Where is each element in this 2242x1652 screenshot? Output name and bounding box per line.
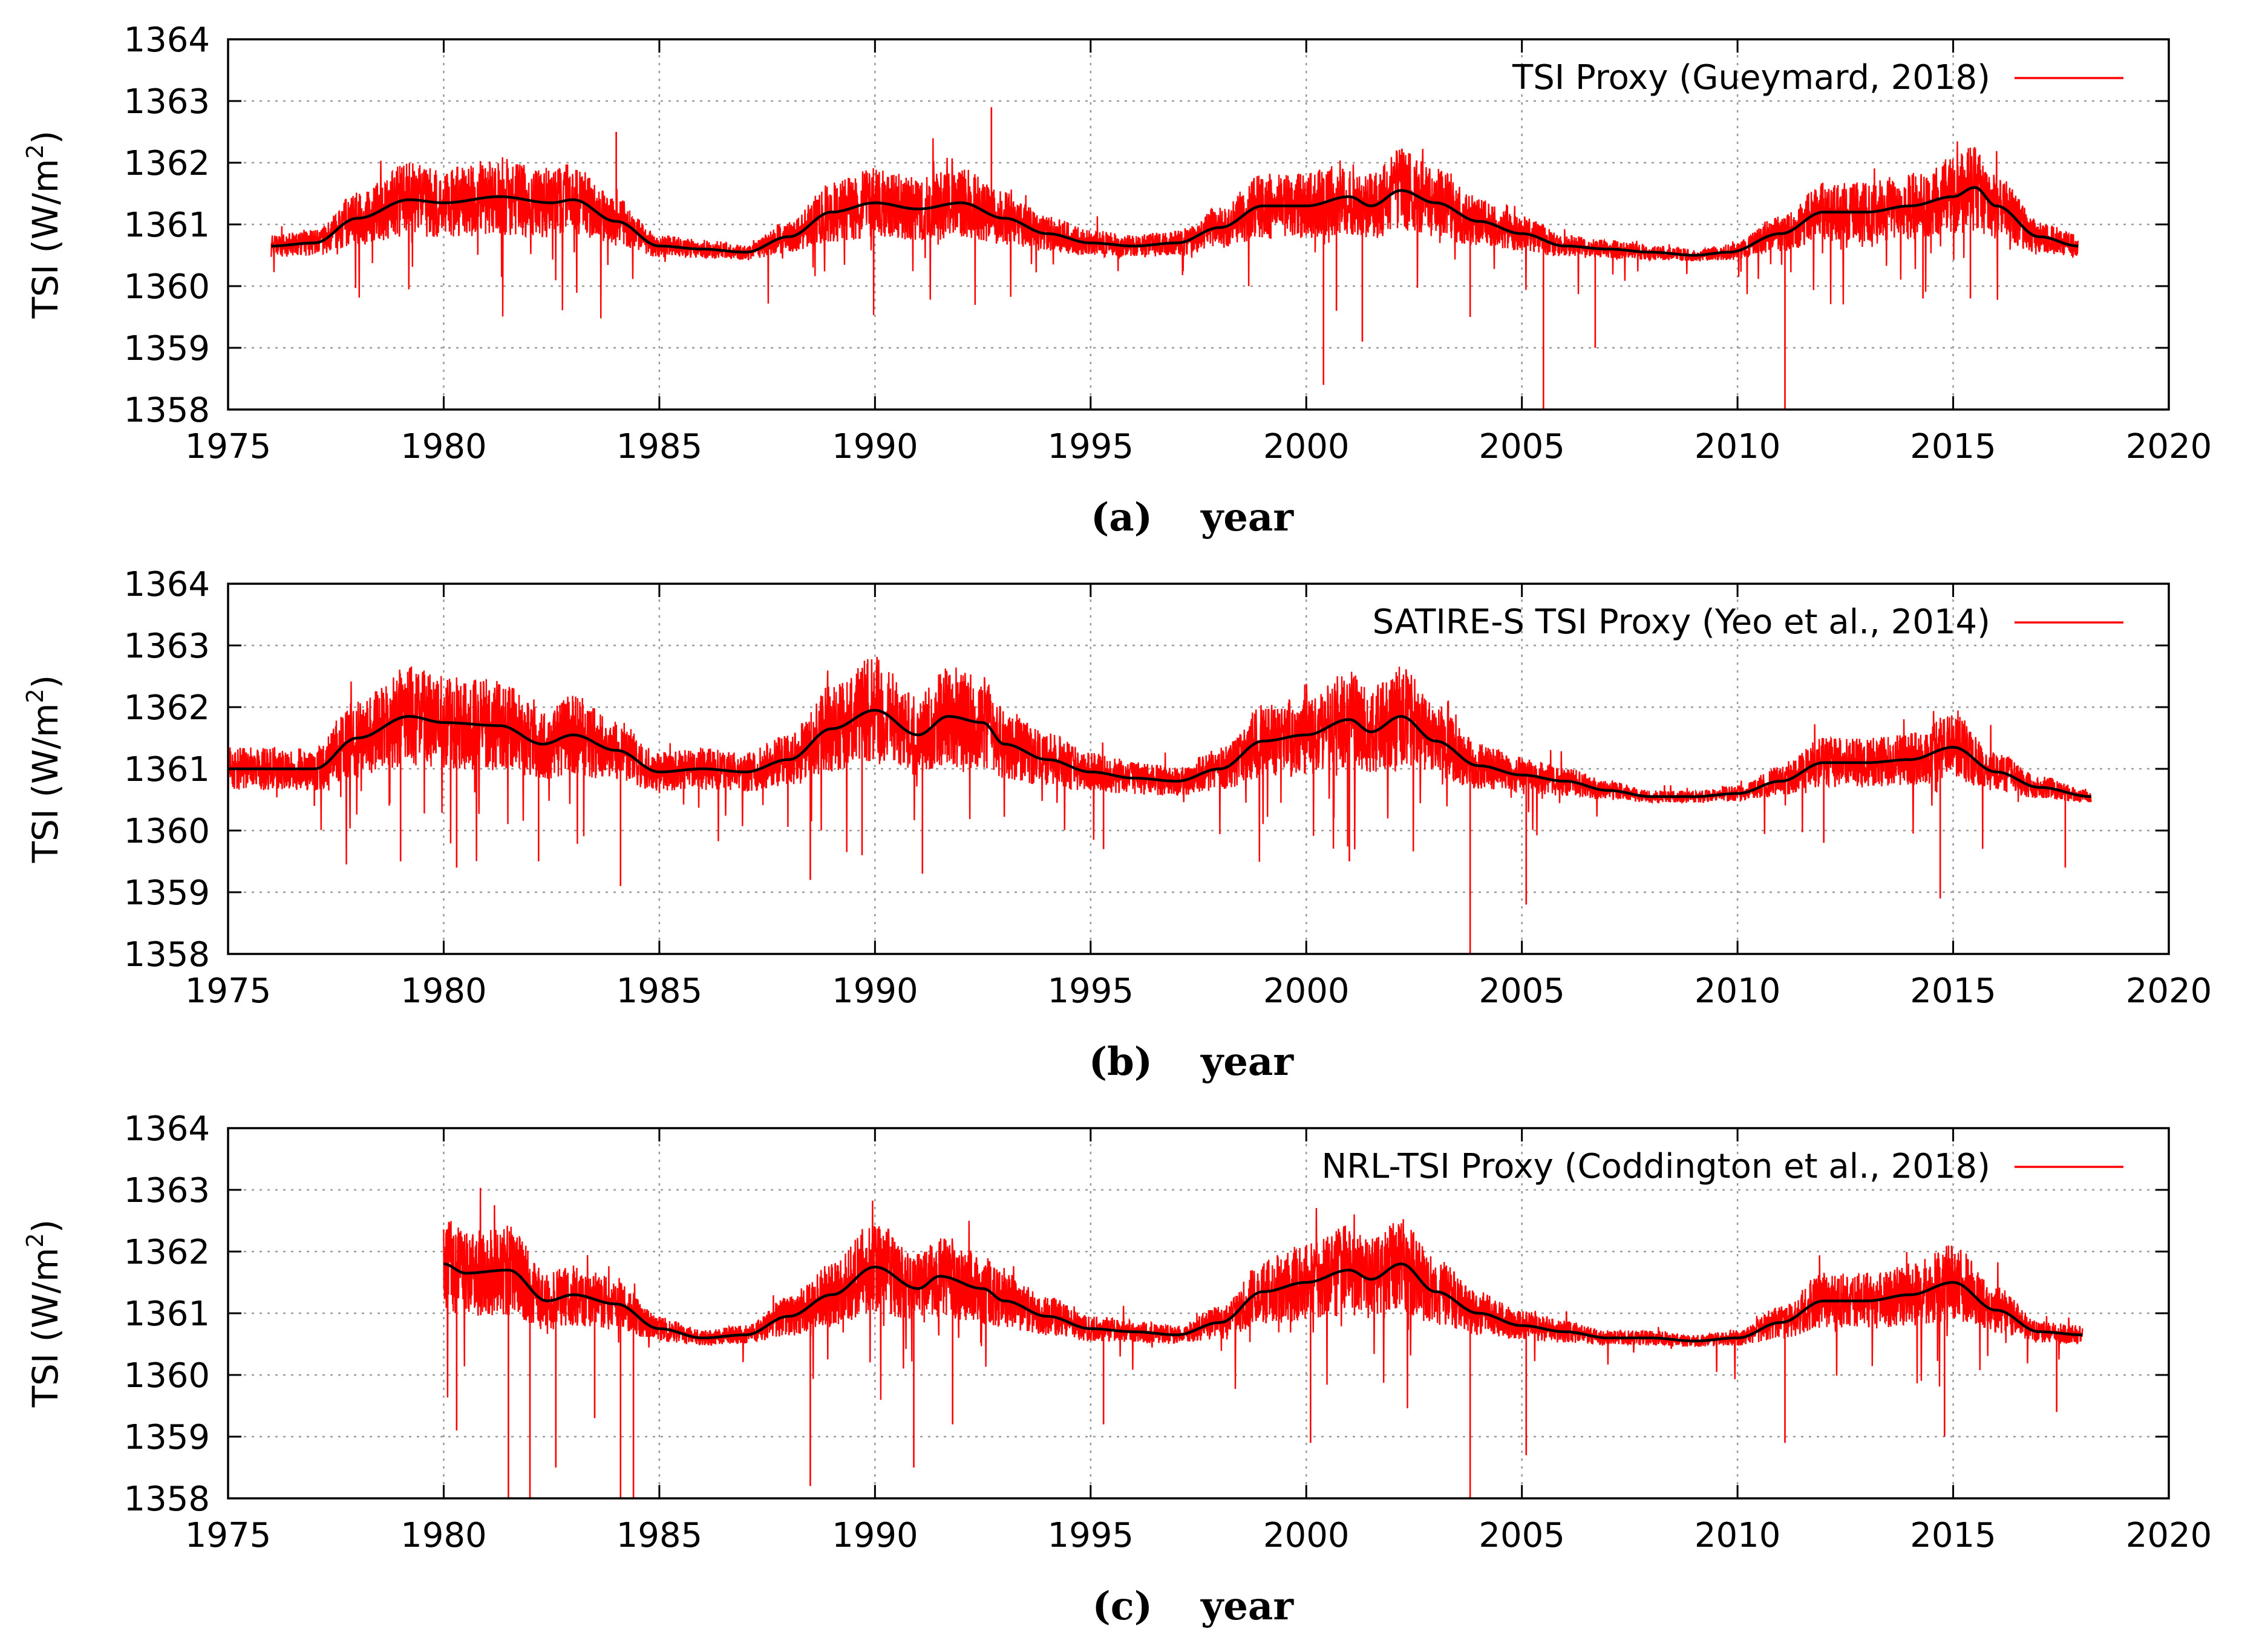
panel-label: (c) [1092,1584,1152,1629]
y-axis-title: TSI (W/m2) [22,675,66,864]
x-tick-label: 1985 [616,971,703,1011]
x-tick-label: 1985 [616,427,703,466]
y-tick-label: 1362 [123,1233,210,1272]
panel-2: 1975 1980 1985 1990 1995 2000 2005 2010 2015 2020… [22,1109,2212,1629]
x-tick-label: 2010 [1695,971,1781,1011]
x-axis-title: year [1200,1039,1294,1085]
y-tick-label: 1363 [123,82,210,122]
panel-label: (b) [1089,1039,1152,1085]
x-tick-label: 1985 [616,1516,703,1555]
series-daily-proxy [443,1187,2083,1409]
x-axis-title: year [1200,1584,1294,1629]
y-axis-title: TSI (W/m2) [22,1219,66,1408]
x-tick-label: 2005 [1479,971,1565,1011]
series-daily-proxy [270,138,2079,319]
y-tick-label: 1359 [123,329,210,368]
y-tick-label: 1363 [123,627,210,666]
x-tick-label: 2010 [1695,427,1781,466]
y-tick-label: 1358 [123,391,210,430]
y-tick-label: 1362 [123,144,210,183]
panel-0: 1975 1980 1985 1990 1995 2000 2005 2010 2015 2020… [22,21,2212,540]
x-tick-label: 2005 [1479,1516,1565,1555]
x-tick-label: 2015 [1910,1516,1996,1555]
y-tick-label: 1358 [123,1480,210,1519]
y-axis-title-close: ) [25,131,66,145]
x-tick-label: 1990 [832,1516,918,1555]
x-tick-label: 1975 [185,971,272,1011]
x-tick-label: 2000 [1263,427,1350,466]
x-tick-label: 2000 [1263,1516,1350,1555]
y-axis-title-close: ) [25,675,66,689]
x-tick-label: 1995 [1048,1516,1134,1555]
y-axis-title-main: TSI (W/m [25,159,66,319]
x-tick-label: 2000 [1263,971,1350,1011]
x-tick-label: 2015 [1910,971,1996,1011]
y-tick-label: 1361 [123,1295,210,1334]
x-tick-label: 1975 [185,1516,272,1555]
x-axis-title: year [1200,495,1294,540]
x-tick-label: 2010 [1695,1516,1781,1555]
y-tick-label: 1364 [123,21,210,60]
panel-label: (a) [1091,495,1152,540]
x-tick-label: 1980 [400,427,487,466]
panel-1: 1975 1980 1985 1990 1995 2000 2005 2010 2015 2020… [22,565,2212,1085]
x-tick-label: 1990 [832,971,918,1011]
y-tick-label: 1360 [123,812,210,851]
series-daily-proxy [228,656,2092,865]
x-tick-label: 2005 [1479,427,1565,466]
y-tick-label: 1361 [123,750,210,789]
x-tick-label: 1995 [1048,971,1134,1011]
x-tick-label: 1995 [1048,427,1134,466]
y-tick-label: 1364 [123,565,210,604]
x-tick-label: 2015 [1910,427,1996,466]
y-axis-title-main: TSI (W/m [25,1248,66,1408]
x-tick-label: 1990 [832,427,918,466]
y-tick-label: 1360 [123,267,210,307]
legend-label: SATIRE-S TSI Proxy (Yeo et al., 2014) [1373,602,1990,642]
y-tick-label: 1361 [123,206,210,245]
x-tick-label: 2020 [2126,971,2212,1011]
y-tick-label: 1360 [123,1356,210,1396]
legend-label: NRL-TSI Proxy (Coddington et al., 2018) [1321,1147,1990,1186]
y-tick-label: 1358 [123,935,210,975]
y-axis-title-close: ) [25,1219,66,1233]
y-axis-title-sup: 2 [22,1233,48,1247]
x-tick-label: 2020 [2126,1516,2212,1555]
series-smoothed [443,1262,2083,1343]
series-smoothed [228,708,2091,798]
y-axis-title-sup: 2 [22,144,48,158]
x-tick-label: 1980 [400,971,487,1011]
y-tick-label: 1362 [123,688,210,728]
x-tick-label: 1975 [185,427,272,466]
series-smoothed [271,186,2079,257]
x-tick-label: 2020 [2126,427,2212,466]
y-axis-title-sup: 2 [22,688,48,703]
y-tick-label: 1363 [123,1171,210,1210]
y-axis-title-main: TSI (W/m [25,704,66,864]
y-tick-label: 1359 [123,1418,210,1457]
y-axis-title: TSI (W/m2) [22,131,66,319]
legend-label: TSI Proxy (Gueymard, 2018) [1512,58,1990,97]
x-tick-label: 1980 [400,1516,487,1555]
y-tick-label: 1359 [123,873,210,913]
y-tick-label: 1364 [123,1109,210,1149]
